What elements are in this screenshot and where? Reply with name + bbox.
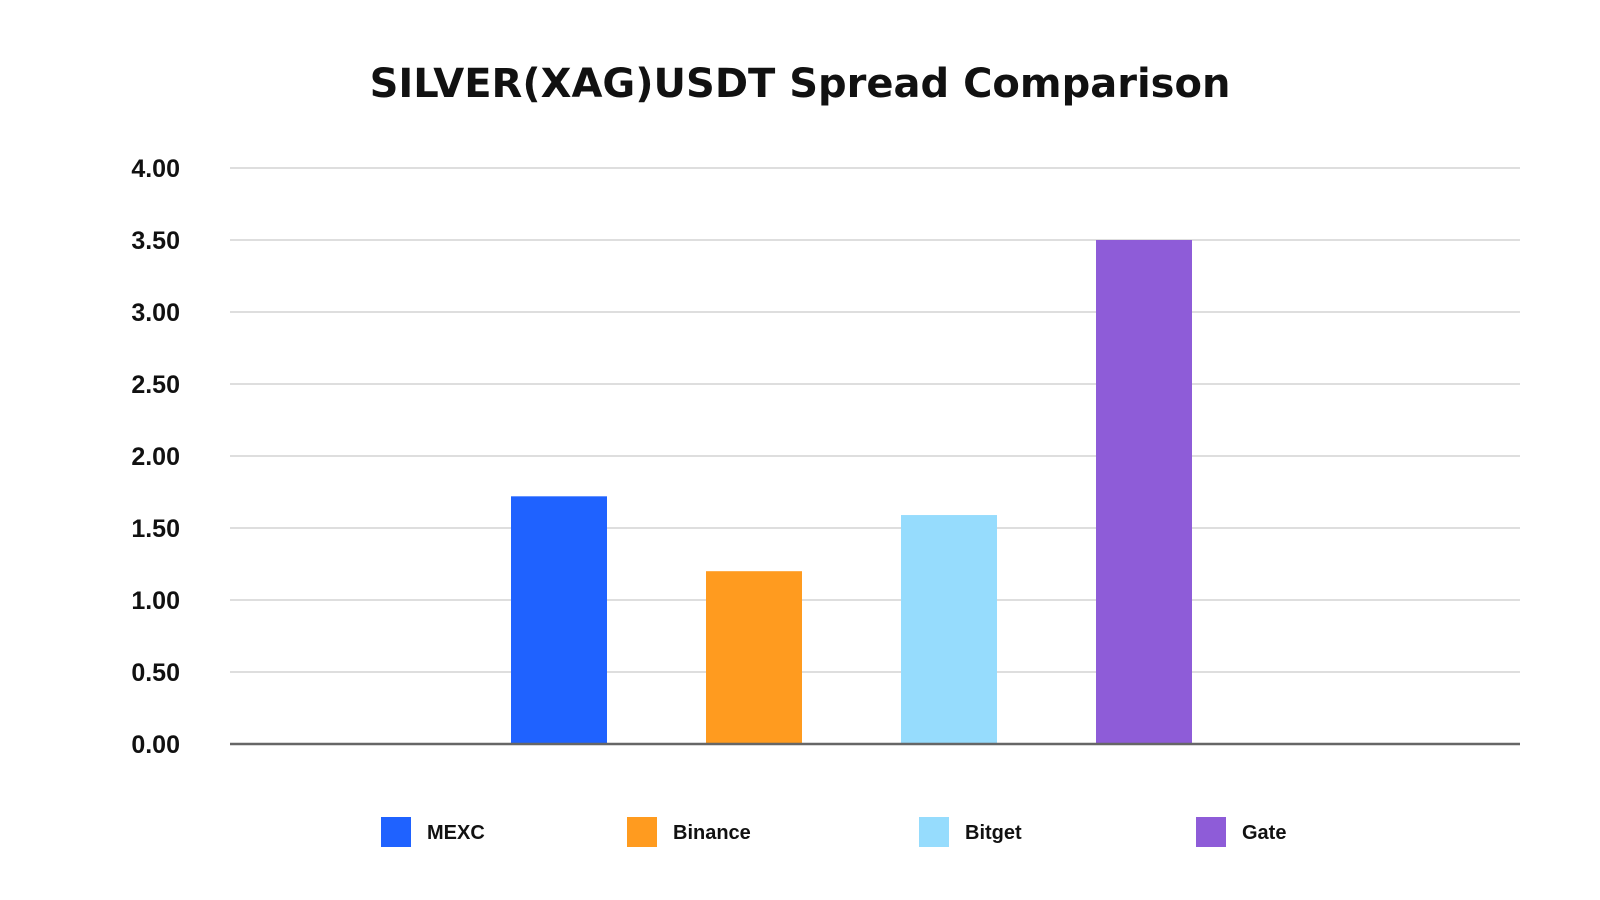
legend-swatch-mexc — [381, 817, 411, 847]
y-tick-label: 1.50 — [131, 515, 180, 543]
y-tick-label: 2.50 — [131, 371, 180, 399]
bar-gate — [1096, 240, 1192, 744]
y-tick-label: 3.00 — [131, 299, 180, 327]
legend-label-mexc: MEXC — [427, 822, 485, 844]
y-tick-label: 3.50 — [131, 227, 180, 255]
chart-title: SILVER(XAG)USDT Spread Comparison — [370, 61, 1231, 107]
legend-swatch-gate — [1196, 817, 1226, 847]
legend-swatch-binance — [627, 817, 657, 847]
y-tick-label: 2.00 — [131, 443, 180, 471]
bars — [511, 240, 1192, 744]
legend-label-gate: Gate — [1242, 822, 1286, 844]
y-tick-label: 0.00 — [131, 731, 180, 759]
legend-label-bitget: Bitget — [965, 822, 1022, 844]
y-tick-label: 4.00 — [131, 155, 180, 183]
y-axis-ticks: 0.00 0.50 1.00 1.50 2.00 2.50 3.00 3.50 4.00 — [131, 155, 180, 759]
bar-bitget — [901, 515, 997, 744]
legend-label-binance: Binance — [673, 822, 751, 844]
bar-mexc — [511, 496, 607, 744]
y-tick-label: 0.50 — [131, 659, 180, 687]
bar-binance — [706, 571, 802, 744]
legend-swatch-bitget — [919, 817, 949, 847]
legend: MEXC Binance Bitget Gate — [381, 817, 1286, 847]
gridlines — [230, 167, 1520, 673]
y-tick-label: 1.00 — [131, 587, 180, 615]
